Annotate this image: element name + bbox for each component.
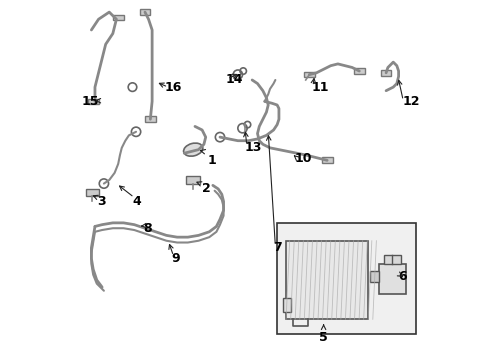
Bar [286, 241, 368, 319]
Text: 15: 15 [81, 95, 99, 108]
Bar [186, 176, 200, 184]
Text: 14: 14 [225, 73, 243, 86]
Bar [381, 70, 392, 76]
Text: 1: 1 [207, 154, 216, 167]
Text: 4: 4 [132, 195, 141, 208]
Text: 10: 10 [295, 152, 313, 165]
Bar [304, 72, 315, 77]
Text: 9: 9 [172, 252, 180, 265]
Bar [370, 271, 379, 282]
Ellipse shape [184, 143, 203, 156]
Text: 16: 16 [165, 81, 182, 94]
Text: 11: 11 [311, 81, 329, 94]
Bar [88, 99, 98, 104]
Bar [354, 68, 365, 74]
Bar [145, 116, 156, 122]
Text: 12: 12 [402, 95, 419, 108]
Text: 6: 6 [398, 270, 407, 283]
Text: 8: 8 [143, 222, 152, 235]
Bar [113, 15, 123, 20]
Text: 3: 3 [97, 195, 105, 208]
Bar [140, 9, 150, 15]
Bar [384, 255, 401, 264]
Bar [322, 157, 333, 163]
Text: 2: 2 [202, 183, 211, 195]
Bar [283, 298, 292, 312]
Bar [379, 264, 406, 294]
FancyBboxPatch shape [277, 223, 416, 334]
Text: 13: 13 [245, 141, 262, 154]
Text: 5: 5 [319, 332, 328, 345]
Text: 7: 7 [273, 241, 282, 255]
Bar [86, 189, 98, 196]
